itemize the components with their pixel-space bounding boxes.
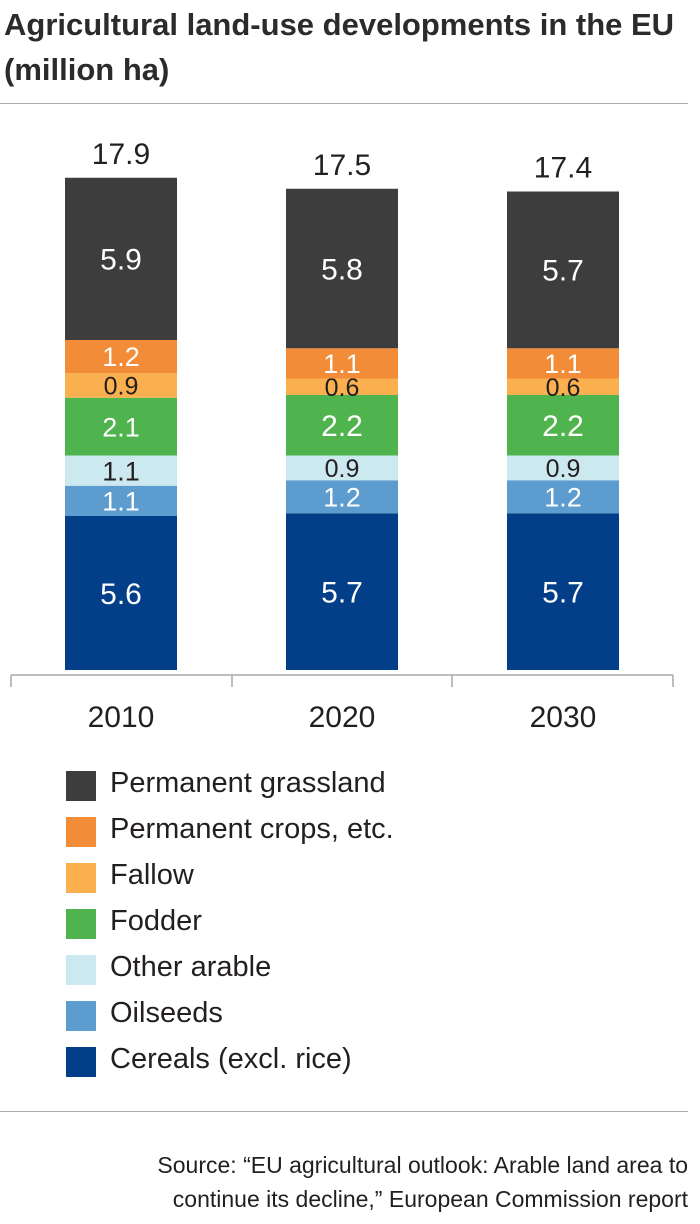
bar-segment-fallow-2010 <box>65 373 177 398</box>
x-tick-label: 2020 <box>309 701 376 734</box>
segment-value-label: 1.1 <box>102 487 140 517</box>
bar-segment-permanent-grassland-2030 <box>507 191 619 349</box>
bar-segment-other-arable-2020 <box>286 455 398 481</box>
segment-value-label: 5.7 <box>542 255 584 288</box>
segment-value-label: 1.2 <box>544 482 582 512</box>
bar-segment-fodder-2020 <box>286 395 398 456</box>
segment-value-label: 1.1 <box>323 349 361 379</box>
segment-value-label: 1.2 <box>323 482 361 512</box>
segment-value-label: 5.9 <box>100 244 142 277</box>
legend-label: Cereals (excl. rice) <box>110 1043 352 1075</box>
source-note: Source: “EU agricultural outlook: Arable… <box>8 1148 688 1216</box>
legend-label: Oilseeds <box>110 997 223 1029</box>
bar-segment-fodder-2030 <box>507 395 619 456</box>
segment-value-label: 0.9 <box>325 455 360 483</box>
legend-swatch <box>66 817 96 847</box>
x-tick-label: 2010 <box>88 701 155 734</box>
legend-label: Permanent grassland <box>110 767 386 799</box>
bar-segment-oilseeds-2010 <box>65 485 177 516</box>
bar-segment-permanent-grassland-2010 <box>65 177 177 340</box>
bar-segment-fallow-2030 <box>507 378 619 395</box>
source-line-1: Source: “EU agricultural outlook: Arable… <box>157 1152 688 1178</box>
segment-value-label: 5.7 <box>321 576 363 609</box>
segment-value-label: 1.1 <box>102 456 140 486</box>
bar-segment-cereals-excl-rice-2020 <box>286 513 398 670</box>
bar-segment-fallow-2020 <box>286 378 398 395</box>
stacked-bar-chart: 5.61.11.12.10.91.25.917.920105.71.20.92.… <box>10 138 674 734</box>
bottom-divider <box>0 1111 688 1112</box>
segment-value-label: 2.1 <box>102 412 140 442</box>
bar-total-label: 17.5 <box>313 149 371 182</box>
legend-swatch <box>66 863 96 893</box>
bar-segment-other-arable-2010 <box>65 455 177 486</box>
bar-segment-permanent-crops-etc-2020 <box>286 348 398 379</box>
bar-segment-oilseeds-2030 <box>507 480 619 514</box>
segment-value-label: 1.2 <box>102 342 140 372</box>
legend-swatch <box>66 955 96 985</box>
legend-label: Permanent crops, etc. <box>110 813 394 845</box>
segment-value-label: 0.9 <box>546 455 581 483</box>
legend-label: Other arable <box>110 951 272 983</box>
legend-swatch <box>66 771 96 801</box>
bar-segment-permanent-crops-etc-2030 <box>507 348 619 379</box>
legend-swatch <box>66 1047 96 1077</box>
source-line-2: continue its decline,” European Commissi… <box>172 1186 688 1212</box>
bar-segment-oilseeds-2020 <box>286 480 398 514</box>
legend-label: Fodder <box>110 905 202 937</box>
segment-value-label: 5.6 <box>100 578 142 611</box>
chart-title: Agricultural land-use developments in th… <box>4 7 675 87</box>
segment-value-label: 2.2 <box>321 410 363 443</box>
bar-segment-permanent-grassland-2020 <box>286 188 398 349</box>
segment-value-label: 1.1 <box>544 349 582 379</box>
bar-segment-permanent-crops-etc-2010 <box>65 340 177 373</box>
segment-value-label: 5.8 <box>321 253 363 286</box>
segment-value-label: 0.9 <box>104 372 139 400</box>
bar-total-label: 17.9 <box>92 138 150 171</box>
legend-swatch <box>66 909 96 939</box>
bar-segment-cereals-excl-rice-2010 <box>65 516 177 670</box>
legend-swatch <box>66 1001 96 1031</box>
bar-segment-cereals-excl-rice-2030 <box>507 513 619 670</box>
legend-label: Fallow <box>110 859 194 891</box>
segment-value-label: 5.7 <box>542 576 584 609</box>
top-divider <box>0 103 688 104</box>
segment-value-label: 2.2 <box>542 410 584 443</box>
bar-segment-other-arable-2030 <box>507 455 619 481</box>
x-tick-label: 2030 <box>530 701 597 734</box>
bar-total-label: 17.4 <box>534 152 592 185</box>
bar-segment-fodder-2010 <box>65 397 177 456</box>
